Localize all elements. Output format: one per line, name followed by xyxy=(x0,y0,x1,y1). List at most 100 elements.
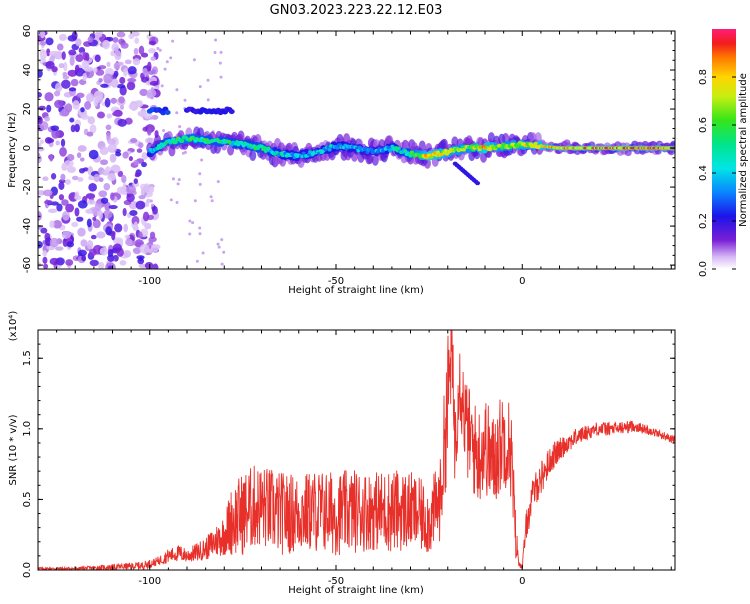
spectrogram-frame xyxy=(37,30,676,270)
noise-blob xyxy=(158,48,162,52)
noise-blob xyxy=(70,124,76,133)
noise-blob xyxy=(146,88,157,98)
noise-blob xyxy=(59,147,67,157)
noise-blob xyxy=(106,113,112,119)
noise-blob xyxy=(93,98,99,107)
noise-blob xyxy=(106,36,114,42)
noise-blob xyxy=(77,177,84,182)
noise-blob xyxy=(139,243,150,254)
noise-blob xyxy=(103,182,111,191)
spectrogram-y-tick-label: 0 xyxy=(22,145,33,151)
noise-blob xyxy=(206,78,210,82)
noise-blob xyxy=(150,56,156,61)
colorbar-label: Normalized spectral amplitude xyxy=(738,73,749,227)
noise-blob xyxy=(54,82,63,93)
noise-blob xyxy=(138,142,144,149)
noise-blob xyxy=(133,221,139,230)
noise-blob xyxy=(52,219,63,229)
noise-blob xyxy=(82,51,88,61)
noise-blob xyxy=(92,216,97,221)
noise-blob xyxy=(98,261,105,269)
noise-blob xyxy=(106,61,111,68)
noise-blob xyxy=(107,265,114,269)
ridge-halo xyxy=(249,150,257,162)
noise-blob xyxy=(148,70,155,76)
noise-blob xyxy=(188,219,192,223)
spectrogram-y-tick-label: 20 xyxy=(22,103,33,116)
noise-blob xyxy=(116,31,126,38)
noise-blob xyxy=(144,222,152,230)
noise-blob xyxy=(176,182,180,186)
noise-blob xyxy=(144,261,154,269)
snr-xlabel: Height of straight line (km) xyxy=(288,585,424,596)
noise-blob xyxy=(86,131,94,137)
colorbar-tick-label: 0.4 xyxy=(698,165,709,181)
colorbar: 0.0 0.2 0.4 0.6 0.8 Normalized spectral ampl… xyxy=(698,29,749,277)
noise-blob xyxy=(50,172,57,180)
noise-blob xyxy=(51,129,60,139)
spectrogram-y-tick-label: -20 xyxy=(22,179,33,195)
noise-blob xyxy=(219,75,223,79)
noise-blob xyxy=(125,238,133,246)
noise-blob xyxy=(67,69,78,77)
noise-blob xyxy=(94,54,101,63)
noise-blob xyxy=(183,98,187,102)
noise-blob xyxy=(109,97,118,104)
noise-blob xyxy=(192,58,196,62)
noise-blob xyxy=(76,152,82,159)
noise-blob xyxy=(47,138,55,143)
feature-blob xyxy=(164,109,171,115)
noise-blob xyxy=(38,142,42,148)
noise-blob xyxy=(132,181,140,188)
noise-blob xyxy=(58,181,65,191)
ridge-core xyxy=(435,150,440,155)
noise-blob xyxy=(61,51,66,60)
noise-blob xyxy=(148,47,156,54)
noise-blob xyxy=(133,178,139,185)
noise-blob xyxy=(124,234,131,239)
noise-blob xyxy=(92,219,101,229)
noise-blob xyxy=(220,238,224,242)
noise-blob xyxy=(150,244,159,253)
noise-blob xyxy=(113,62,121,70)
noise-blob xyxy=(77,249,87,257)
noise-blob xyxy=(132,58,141,66)
noise-blob xyxy=(104,201,111,211)
noise-blob xyxy=(67,166,76,174)
noise-blob xyxy=(44,199,53,205)
noise-blob xyxy=(127,77,137,83)
noise-blob xyxy=(123,68,128,77)
noise-blob xyxy=(210,199,214,203)
snr-x-tick-label: -100 xyxy=(138,576,161,587)
noise-blob xyxy=(132,247,141,255)
noise-blob xyxy=(74,123,80,133)
noise-blob xyxy=(222,250,226,254)
noise-blob xyxy=(119,260,127,266)
spectrogram-x-tick-label: 0 xyxy=(519,276,525,287)
noise-blob xyxy=(143,185,151,193)
noise-blob xyxy=(209,195,213,199)
noise-blob xyxy=(76,92,85,98)
noise-blob xyxy=(127,66,137,75)
noise-blob xyxy=(100,197,109,204)
noise-blob xyxy=(58,194,65,201)
feature-blob xyxy=(160,110,167,116)
ridge-core xyxy=(327,147,332,152)
noise-blob xyxy=(126,185,136,194)
noise-blob xyxy=(150,116,154,120)
noise-blob xyxy=(49,257,60,266)
noise-blob xyxy=(88,149,99,160)
spectrogram-x-tick-label: -50 xyxy=(328,276,344,287)
noise-blob xyxy=(123,250,132,258)
noise-blob xyxy=(66,241,75,248)
noise-blob xyxy=(68,49,77,56)
noise-blob xyxy=(76,216,84,222)
noise-blob xyxy=(138,256,144,262)
noise-blob xyxy=(150,96,154,100)
noise-blob xyxy=(145,137,155,144)
spectrogram-y-tick-label: -60 xyxy=(22,257,33,273)
noise-blob xyxy=(213,50,217,54)
noise-blob xyxy=(128,104,136,110)
